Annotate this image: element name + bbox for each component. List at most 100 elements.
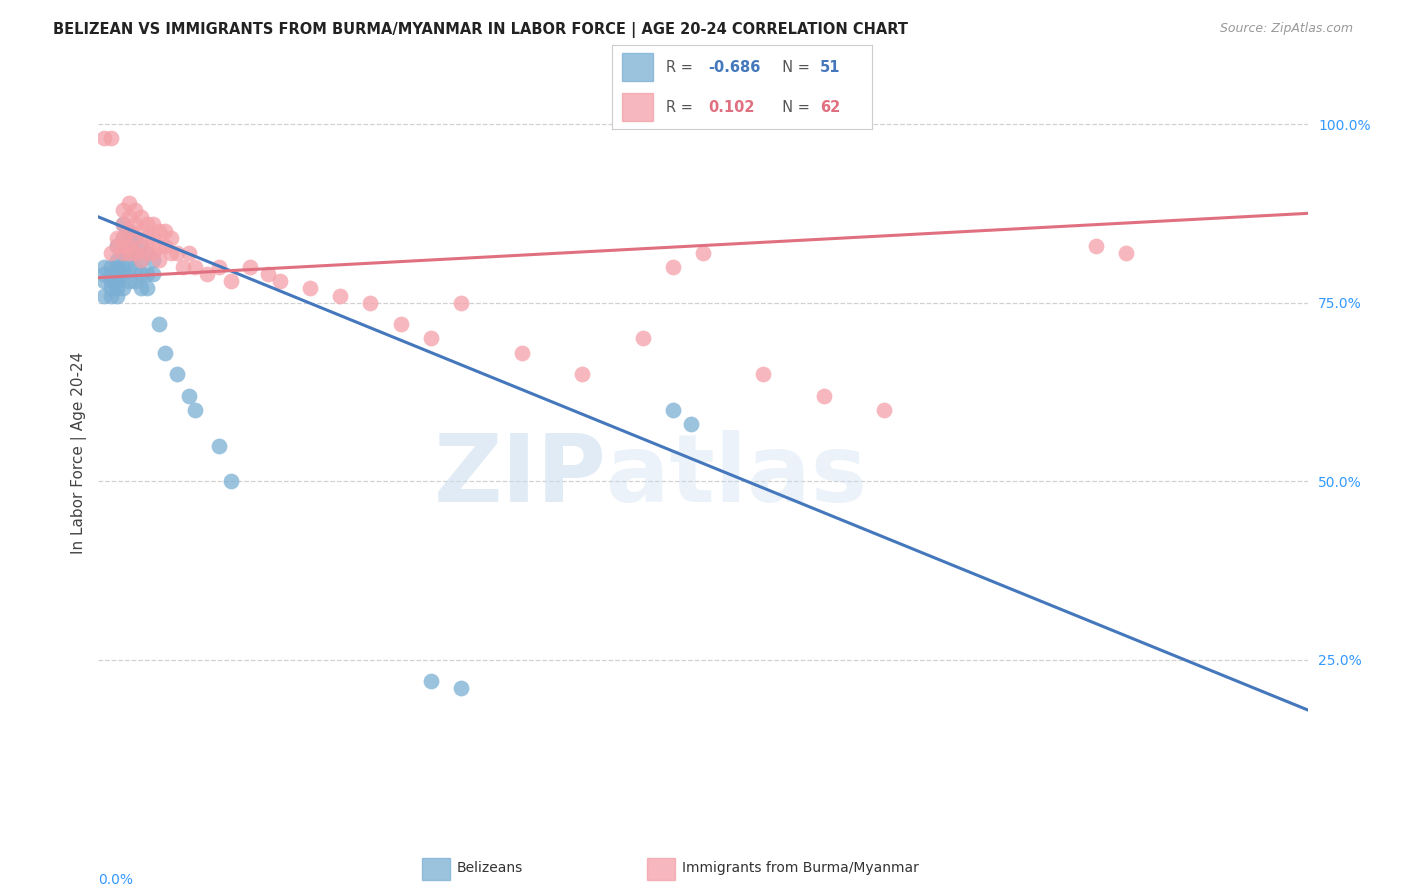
Point	[160, 245, 183, 260]
Point	[100, 260, 122, 274]
Point	[111, 245, 134, 260]
Text: -0.686: -0.686	[707, 60, 761, 75]
Point	[105, 267, 128, 281]
Text: BELIZEAN VS IMMIGRANTS FROM BURMA/MYANMAR IN LABOR FORCE | AGE 20-24 CORRELATION: BELIZEAN VS IMMIGRANTS FROM BURMA/MYANMA…	[53, 22, 908, 38]
Point	[111, 202, 134, 217]
Point	[329, 288, 352, 302]
Point	[111, 245, 134, 260]
Text: R =: R =	[666, 100, 703, 115]
Point	[299, 281, 322, 295]
Point	[184, 260, 207, 274]
Point	[118, 224, 141, 238]
Point	[208, 438, 231, 452]
Point	[111, 281, 134, 295]
Point	[118, 260, 141, 274]
Point	[111, 231, 134, 245]
Point	[153, 345, 176, 359]
Point	[105, 260, 128, 274]
Point	[100, 274, 122, 288]
Point	[135, 231, 157, 245]
Point	[111, 231, 134, 245]
Point	[124, 231, 146, 245]
Point	[450, 295, 472, 310]
Y-axis label: In Labor Force | Age 20-24: In Labor Force | Age 20-24	[72, 351, 87, 554]
Point	[661, 402, 683, 417]
Point	[118, 245, 141, 260]
Point	[269, 274, 291, 288]
Text: N =: N =	[773, 60, 814, 75]
Point	[142, 252, 165, 267]
Point	[129, 210, 152, 224]
Point	[100, 288, 122, 302]
Point	[1115, 245, 1137, 260]
Text: 0.0%: 0.0%	[98, 873, 134, 888]
Point	[813, 388, 835, 402]
Point	[1085, 238, 1108, 252]
Point	[661, 260, 683, 274]
Point	[148, 252, 170, 267]
Text: ZIP: ZIP	[433, 430, 606, 522]
Point	[256, 267, 278, 281]
Point	[160, 231, 183, 245]
Bar	[621, 54, 654, 81]
Point	[118, 210, 141, 224]
Point	[93, 288, 115, 302]
Text: 0.102: 0.102	[707, 100, 755, 115]
Point	[166, 245, 188, 260]
Point	[105, 231, 128, 245]
Point	[153, 238, 176, 252]
Point	[195, 267, 218, 281]
Text: Immigrants from Burma/Myanmar: Immigrants from Burma/Myanmar	[682, 861, 918, 875]
Point	[208, 260, 231, 274]
Point	[105, 238, 128, 252]
Text: 62: 62	[820, 100, 839, 115]
Point	[135, 217, 157, 231]
Bar	[621, 93, 654, 120]
Point	[118, 195, 141, 210]
Point	[124, 245, 146, 260]
Point	[124, 217, 146, 231]
Point	[179, 245, 201, 260]
Point	[129, 238, 152, 252]
Point	[124, 274, 146, 288]
Point	[142, 231, 165, 245]
Point	[129, 224, 152, 238]
Point	[111, 238, 134, 252]
Point	[111, 267, 134, 281]
Point	[142, 267, 165, 281]
Point	[100, 131, 122, 145]
Point	[153, 224, 176, 238]
Point	[135, 281, 157, 295]
Point	[873, 402, 896, 417]
Point	[166, 367, 188, 381]
Point	[118, 231, 141, 245]
Point	[105, 288, 128, 302]
Point	[105, 274, 128, 288]
Point	[129, 281, 152, 295]
Point	[105, 252, 128, 267]
Text: Belizeans: Belizeans	[457, 861, 523, 875]
Point	[420, 331, 443, 345]
Point	[93, 131, 115, 145]
Text: N =: N =	[773, 100, 814, 115]
Point	[571, 367, 593, 381]
Point	[752, 367, 775, 381]
Point	[221, 475, 243, 489]
Text: atlas: atlas	[606, 430, 868, 522]
Point	[148, 224, 170, 238]
Point	[129, 252, 152, 267]
Point	[148, 238, 170, 252]
Point	[631, 331, 654, 345]
Point	[105, 281, 128, 295]
Point	[118, 224, 141, 238]
Point	[93, 274, 115, 288]
Point	[118, 274, 141, 288]
Point	[100, 245, 122, 260]
Point	[420, 674, 443, 689]
Point	[172, 260, 194, 274]
Point	[118, 238, 141, 252]
Point	[93, 260, 115, 274]
Point	[129, 252, 152, 267]
Point	[124, 245, 146, 260]
Text: R =: R =	[666, 60, 697, 75]
